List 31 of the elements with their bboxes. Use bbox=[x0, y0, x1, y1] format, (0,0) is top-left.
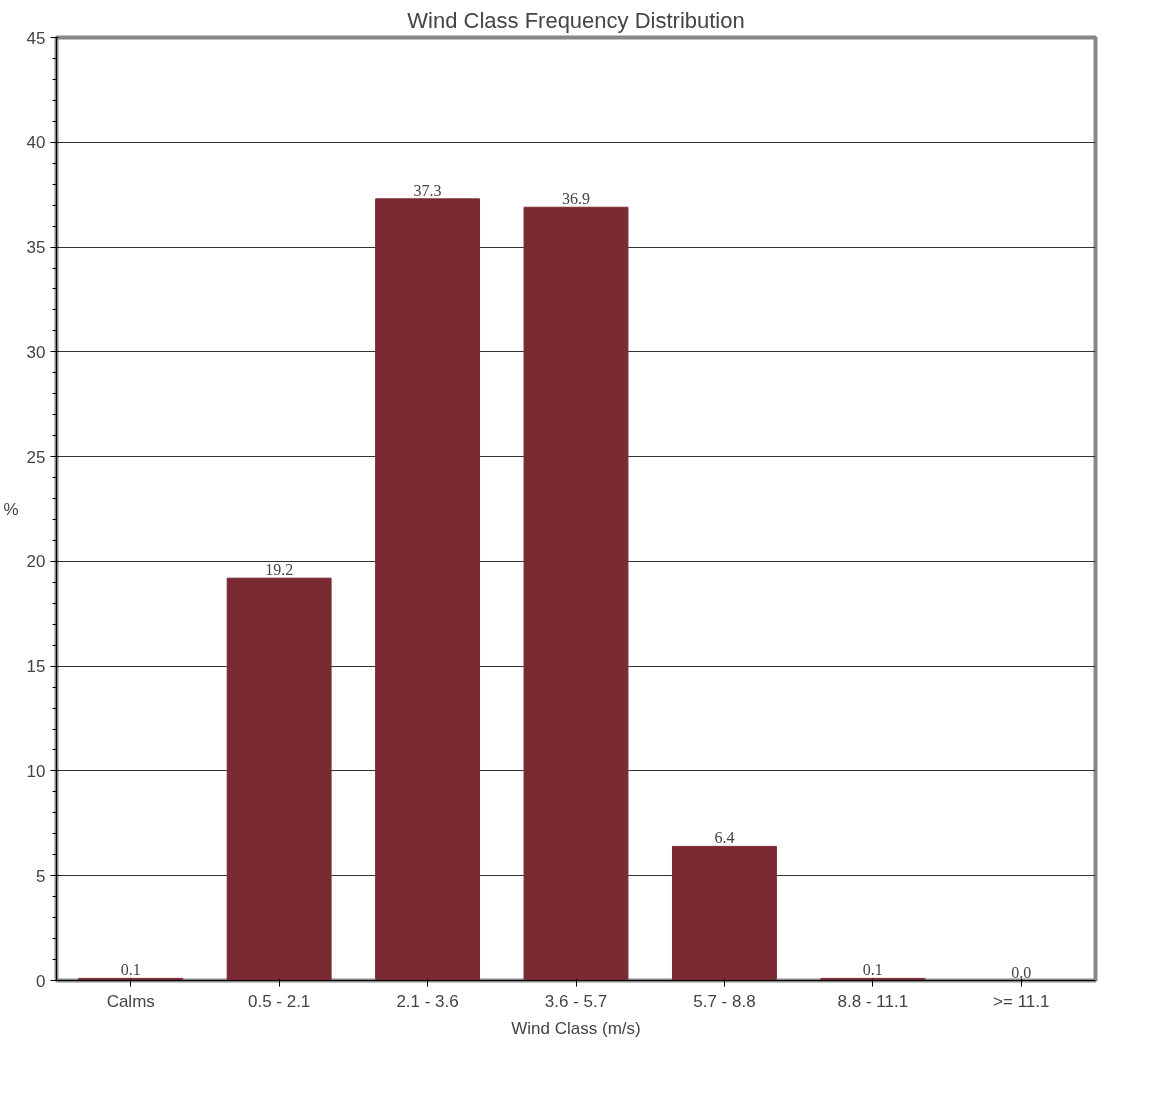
data-label: 6.4 bbox=[714, 829, 735, 847]
y-tick-label: 30 bbox=[26, 342, 46, 362]
y-tick-label: 25 bbox=[26, 447, 46, 467]
x-tick-label: >= 11.1 bbox=[993, 991, 1050, 1011]
bar bbox=[523, 206, 629, 981]
x-tick-label: 8.8 - 11.1 bbox=[837, 991, 909, 1011]
y-tick-label: 20 bbox=[26, 552, 46, 572]
x-tick-label: 3.6 - 5.7 bbox=[544, 991, 608, 1011]
bar bbox=[671, 845, 777, 981]
x-tick-label: Calms bbox=[106, 991, 155, 1011]
bar bbox=[375, 198, 481, 981]
x-tick-label: 0.5 - 2.1 bbox=[247, 991, 311, 1011]
data-label: 0.0 bbox=[1011, 963, 1032, 981]
chart-title: Wind Class Frequency Distribution bbox=[407, 7, 745, 33]
y-tick-label: 45 bbox=[26, 28, 46, 48]
data-label: 0.1 bbox=[862, 961, 883, 979]
x-tick-label: 5.7 - 8.8 bbox=[693, 991, 756, 1011]
y-tick-label: 40 bbox=[26, 133, 46, 153]
data-label: 0.1 bbox=[120, 961, 141, 979]
y-tick-label: 0 bbox=[36, 971, 46, 991]
y-axis-title: % bbox=[3, 499, 19, 519]
x-tick-label: 2.1 - 3.6 bbox=[396, 991, 459, 1011]
y-tick-label: 5 bbox=[36, 866, 46, 886]
data-label: 36.9 bbox=[562, 190, 590, 208]
y-tick-label: 10 bbox=[26, 761, 46, 781]
y-tick-label: 35 bbox=[26, 238, 46, 258]
bar bbox=[226, 577, 332, 981]
data-label: 37.3 bbox=[413, 181, 442, 199]
x-axis-title: Wind Class (m/s) bbox=[511, 1018, 641, 1038]
data-label: 19.2 bbox=[265, 561, 294, 579]
y-tick-label: 15 bbox=[26, 657, 46, 677]
